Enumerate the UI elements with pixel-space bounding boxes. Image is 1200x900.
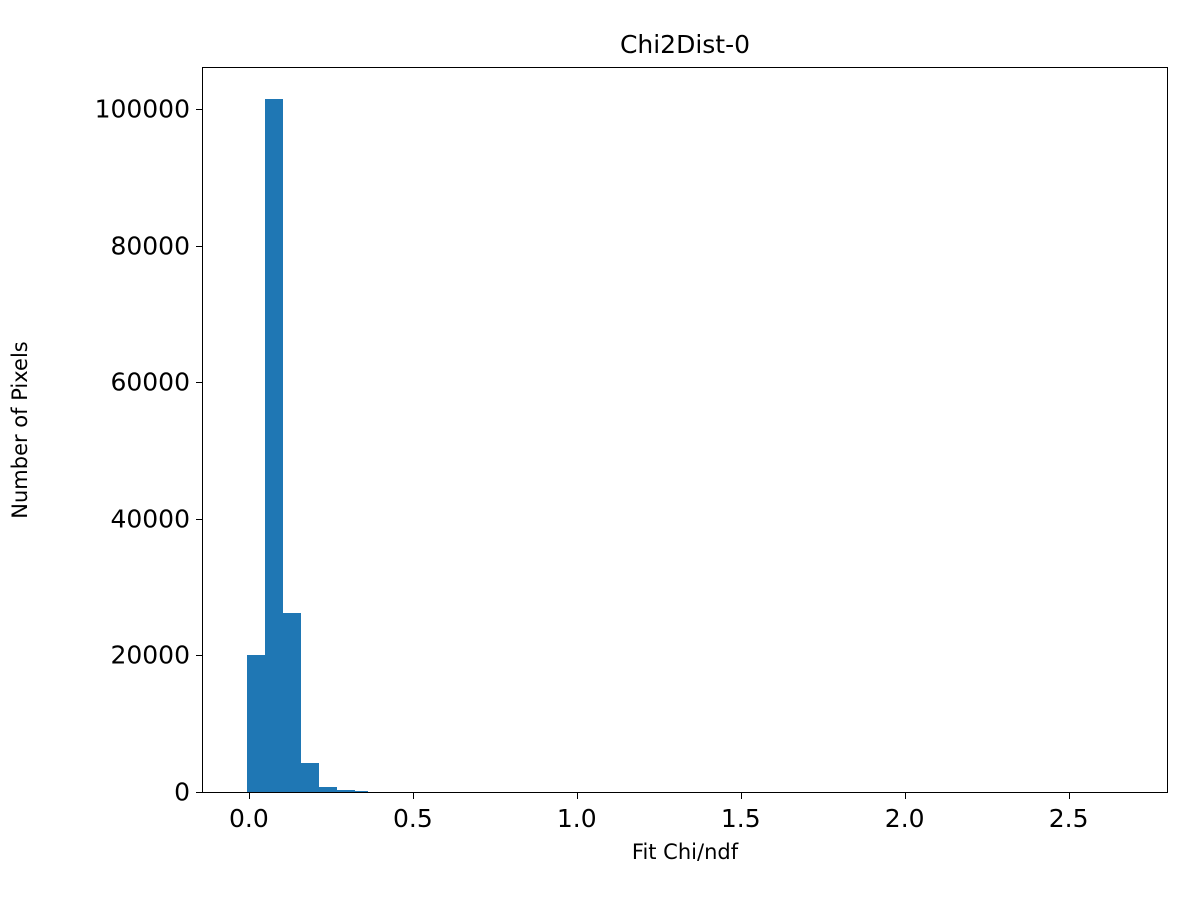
y-axis-tick-label: 20000 [110,640,190,670]
histogram-bar [265,98,284,792]
histogram-bars [203,68,1167,792]
x-axis-tick-label: 2.5 [1048,804,1089,833]
x-axis-tick-mark [1068,792,1070,799]
histogram-bar [355,790,368,792]
y-axis-tick-label: 80000 [110,231,190,261]
x-axis-tick-label: 1.5 [720,804,761,833]
y-axis-tick-label: 60000 [110,367,190,397]
y-axis-label: Number of Pixels [8,341,32,519]
histogram-bar [319,786,338,792]
x-axis-tick-label: 0.0 [229,804,269,833]
histogram-bar [283,613,302,792]
plot-area: 0 20000 40000 60000 80000 100000 0.0 0.5 1.0 1.5 2… [95,67,1168,833]
x-axis-tick-label: 1.0 [556,804,597,833]
x-axis-tick-mark [576,792,578,799]
y-axis-tick-mark [196,655,203,657]
y-axis-tick-mark [196,382,203,384]
x-axis-label: Fit Chi/ndf [631,840,739,864]
y-axis-tick-label: 100000 [94,94,190,124]
y-axis-tick-label: 0 [174,777,190,807]
histogram-bar [301,762,320,792]
x-axis-tick-label: 2.0 [884,804,925,833]
y-axis-label-container: Number of Pixels [0,67,40,793]
x-axis-tick-mark [740,792,742,799]
histogram-bar [337,789,356,792]
chart-title: Chi2Dist-0 [619,30,751,59]
y-axis-tick-mark [196,108,203,110]
x-axis-tick-mark [248,792,250,799]
histogram-bar [247,654,266,792]
y-axis-tick-label: 40000 [110,504,190,534]
x-axis-tick-label: 0.5 [392,804,433,833]
y-axis-tick-mark [196,518,203,520]
y-axis-tick-mark [196,245,203,247]
y-axis-tick-mark [196,792,203,793]
x-axis-tick-mark [412,792,414,799]
x-axis-tick-mark [904,792,906,799]
